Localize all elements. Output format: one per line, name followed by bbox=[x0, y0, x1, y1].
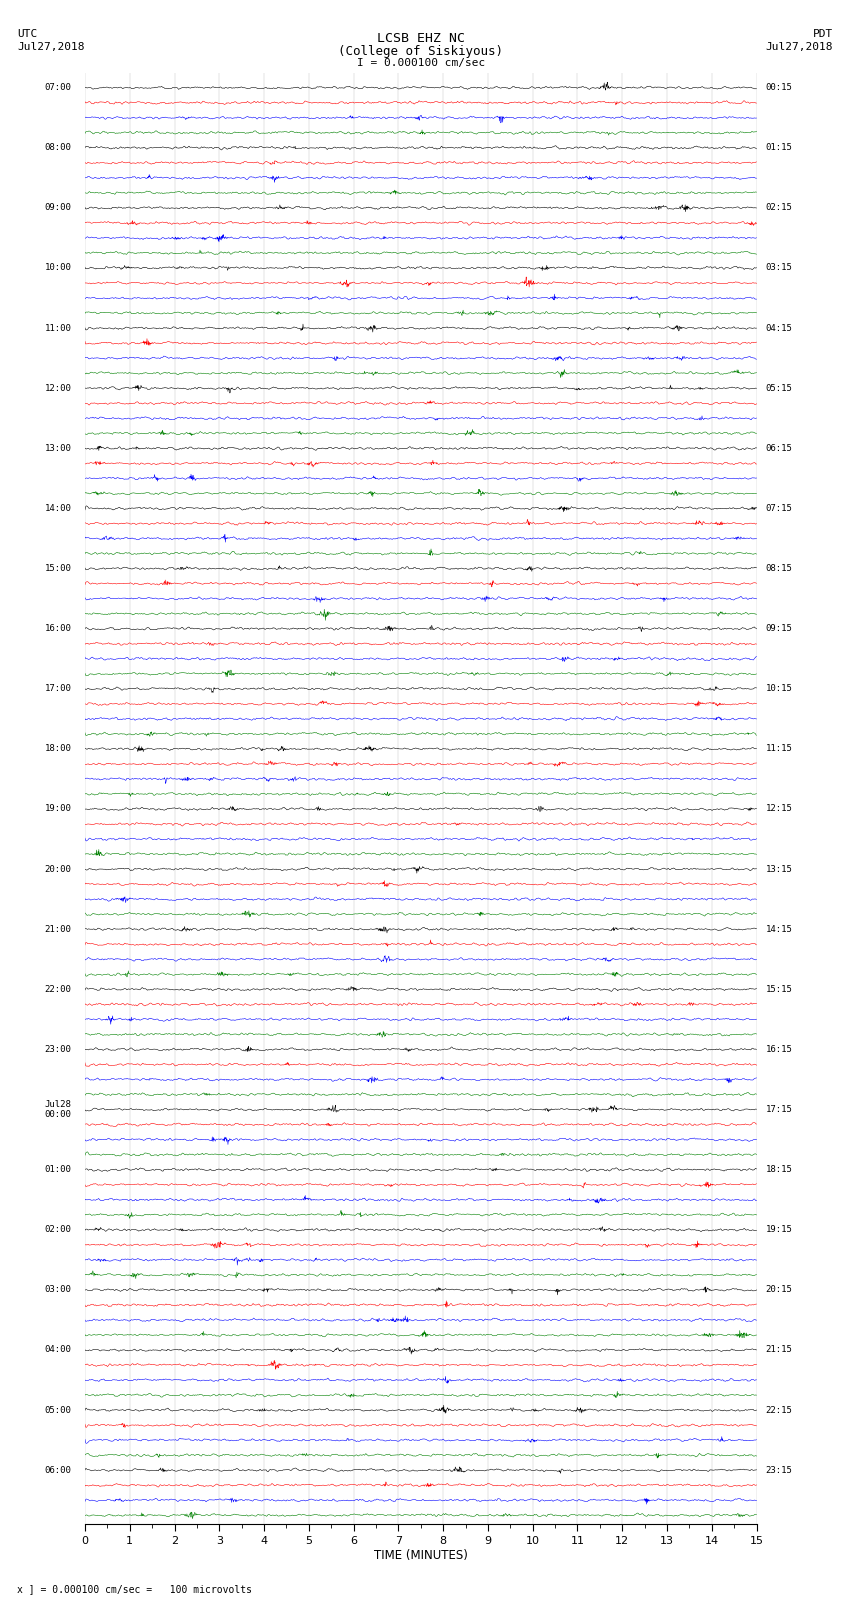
Text: 07:15: 07:15 bbox=[766, 503, 792, 513]
Text: 04:00: 04:00 bbox=[45, 1345, 71, 1355]
Text: 07:00: 07:00 bbox=[45, 84, 71, 92]
Text: 21:15: 21:15 bbox=[766, 1345, 792, 1355]
Text: 22:00: 22:00 bbox=[45, 986, 71, 994]
Text: 01:15: 01:15 bbox=[766, 144, 792, 152]
Text: x ] = 0.000100 cm/sec =   100 microvolts: x ] = 0.000100 cm/sec = 100 microvolts bbox=[17, 1584, 252, 1594]
Text: 10:15: 10:15 bbox=[766, 684, 792, 694]
Text: I = 0.000100 cm/sec: I = 0.000100 cm/sec bbox=[357, 58, 484, 68]
Text: 09:15: 09:15 bbox=[766, 624, 792, 634]
Text: UTC: UTC bbox=[17, 29, 37, 39]
Text: 15:15: 15:15 bbox=[766, 986, 792, 994]
Text: 12:00: 12:00 bbox=[45, 384, 71, 392]
Text: 05:15: 05:15 bbox=[766, 384, 792, 392]
Text: 04:15: 04:15 bbox=[766, 324, 792, 332]
Text: 06:00: 06:00 bbox=[45, 1466, 71, 1474]
Text: Jul28
00:00: Jul28 00:00 bbox=[45, 1100, 71, 1119]
Text: 16:15: 16:15 bbox=[766, 1045, 792, 1053]
Text: 03:15: 03:15 bbox=[766, 263, 792, 273]
Text: 03:00: 03:00 bbox=[45, 1286, 71, 1294]
Text: 21:00: 21:00 bbox=[45, 924, 71, 934]
Text: 23:00: 23:00 bbox=[45, 1045, 71, 1053]
Text: 14:15: 14:15 bbox=[766, 924, 792, 934]
Text: 08:15: 08:15 bbox=[766, 565, 792, 573]
Text: 01:00: 01:00 bbox=[45, 1165, 71, 1174]
Text: 16:00: 16:00 bbox=[45, 624, 71, 634]
Text: 15:00: 15:00 bbox=[45, 565, 71, 573]
Text: 18:00: 18:00 bbox=[45, 744, 71, 753]
Text: 00:15: 00:15 bbox=[766, 84, 792, 92]
Text: Jul27,2018: Jul27,2018 bbox=[766, 42, 833, 52]
Text: 12:15: 12:15 bbox=[766, 805, 792, 813]
Text: LCSB EHZ NC: LCSB EHZ NC bbox=[377, 32, 465, 45]
Text: 11:00: 11:00 bbox=[45, 324, 71, 332]
Text: 02:15: 02:15 bbox=[766, 203, 792, 213]
Text: 11:15: 11:15 bbox=[766, 744, 792, 753]
Text: 17:00: 17:00 bbox=[45, 684, 71, 694]
Text: 05:00: 05:00 bbox=[45, 1405, 71, 1415]
Text: 18:15: 18:15 bbox=[766, 1165, 792, 1174]
Text: 23:15: 23:15 bbox=[766, 1466, 792, 1474]
Text: 10:00: 10:00 bbox=[45, 263, 71, 273]
Text: 06:15: 06:15 bbox=[766, 444, 792, 453]
Text: 14:00: 14:00 bbox=[45, 503, 71, 513]
X-axis label: TIME (MINUTES): TIME (MINUTES) bbox=[374, 1548, 468, 1561]
Text: 13:15: 13:15 bbox=[766, 865, 792, 874]
Text: 02:00: 02:00 bbox=[45, 1226, 71, 1234]
Text: 08:00: 08:00 bbox=[45, 144, 71, 152]
Text: PDT: PDT bbox=[813, 29, 833, 39]
Text: Jul27,2018: Jul27,2018 bbox=[17, 42, 84, 52]
Text: 17:15: 17:15 bbox=[766, 1105, 792, 1115]
Text: 20:15: 20:15 bbox=[766, 1286, 792, 1294]
Text: 19:00: 19:00 bbox=[45, 805, 71, 813]
Text: 20:00: 20:00 bbox=[45, 865, 71, 874]
Text: 09:00: 09:00 bbox=[45, 203, 71, 213]
Text: 22:15: 22:15 bbox=[766, 1405, 792, 1415]
Text: 19:15: 19:15 bbox=[766, 1226, 792, 1234]
Text: (College of Siskiyous): (College of Siskiyous) bbox=[338, 45, 503, 58]
Text: 13:00: 13:00 bbox=[45, 444, 71, 453]
